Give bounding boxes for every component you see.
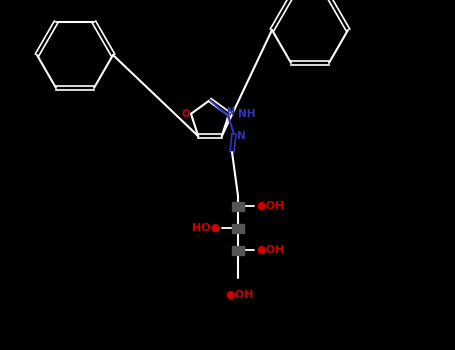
Text: HO●: HO● <box>192 223 220 233</box>
Text: ●OH: ●OH <box>256 245 284 255</box>
Bar <box>232 202 244 211</box>
Bar <box>232 224 244 233</box>
Bar <box>232 246 244 255</box>
Text: NH: NH <box>238 109 256 119</box>
Text: ●OH: ●OH <box>256 201 284 211</box>
Text: N: N <box>226 107 234 117</box>
Text: N: N <box>237 131 246 141</box>
Text: O: O <box>182 109 190 119</box>
Text: ●OH: ●OH <box>226 290 254 300</box>
